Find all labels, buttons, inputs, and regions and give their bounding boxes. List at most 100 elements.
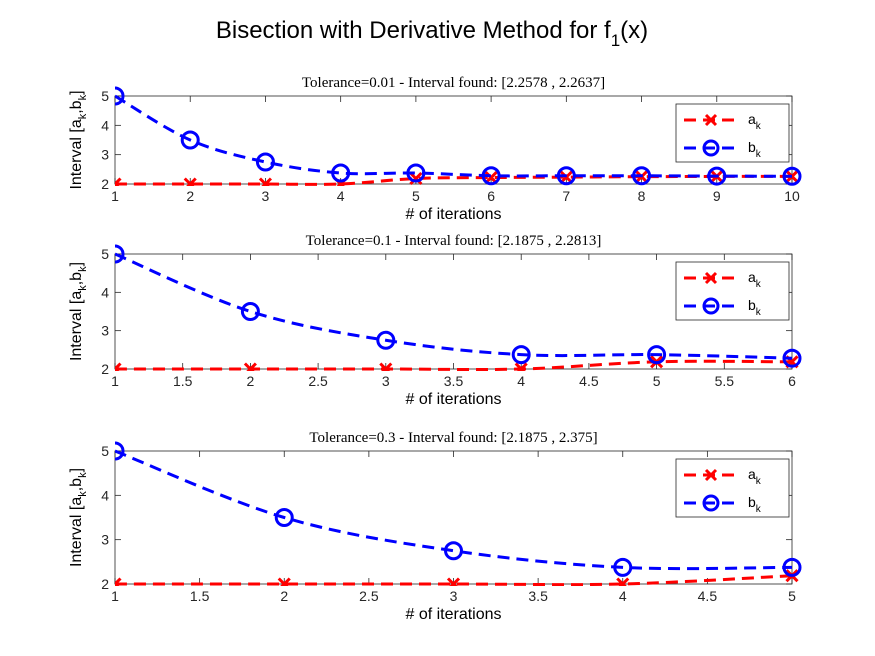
x-tick-label: 1.5 [190,588,210,604]
x-tick-label: 1 [111,373,119,389]
x-tick-label: 4 [517,373,525,389]
x-tick-label: 2 [247,373,255,389]
y-axis-label-part: ] [68,262,85,266]
data-point-circle [782,557,802,577]
data-point-circle [556,166,576,186]
data-point-circle [331,163,351,183]
legend-item: bk [684,297,762,318]
legend-marker-circle [702,297,720,315]
data-point-circle [255,152,275,172]
figure-title-sub: 1 [611,31,620,50]
y-axis-label-part: k [77,266,89,272]
figure-title-main: Bisection with Derivative Method for f [216,17,611,44]
chart-panel-3: Tolerance=0.3 - Interval found: [2.1875 … [68,430,802,623]
legend-label: bk [748,297,762,318]
data-point-x [446,577,461,586]
y-axis-label-part: Interval [a [68,497,85,567]
data-point-x [183,177,197,186]
series-line [115,359,793,371]
x-tick-label: 1 [111,188,119,204]
data-point-circle [115,244,125,264]
data-point-circle [613,557,633,577]
y-axis-label-part: ] [68,90,85,94]
legend-label-main: b [748,139,756,155]
y-axis-label-part: k [77,285,89,291]
legend-item: ak [684,111,762,132]
axes-title: Tolerance=0.1 - Interval found: [2.1875 … [306,233,602,249]
y-axis-label-part: ,b [68,272,85,285]
data-point-circle [240,302,260,321]
y-axis-label-part: k [77,94,89,100]
series-bk [115,244,802,368]
x-tick-label: 4.5 [698,588,718,604]
y-axis-label: Interval [ak,bk] [68,262,89,361]
x-tick-label: 2 [186,188,194,204]
y-axis-label-part: Interval [a [68,119,85,189]
chart-panels: Tolerance=0.01 - Interval found: [2.2578… [68,75,802,623]
legend-label-main: a [748,466,756,482]
x-tick-label: 3 [382,373,390,389]
legend-label-sub: k [756,121,762,132]
data-point-circle [180,130,200,150]
y-tick-label: 2 [101,176,109,192]
legend-marker-circle [702,494,720,512]
x-tick-label: 3.5 [444,373,464,389]
y-axis-label-part: Interval [a [68,291,85,361]
series-bk [115,441,802,577]
legend-label-main: a [748,111,756,127]
x-axis-label: # of iterations [405,206,501,223]
y-tick-label: 2 [101,576,109,592]
legend-label-sub: k [756,476,762,487]
x-tick-label: 8 [638,188,646,204]
legend-label: ak [748,269,762,290]
data-point-circle [406,163,426,183]
data-point-x [115,577,122,586]
legend-label-main: b [748,297,756,313]
data-point-circle [632,166,652,186]
x-tick-label: 10 [784,188,800,204]
y-axis-label-part: k [77,113,89,119]
legend-label: ak [748,466,762,487]
data-point-x [243,362,257,371]
y-axis-label-part: ,b [68,100,85,113]
x-tick-label: 3 [262,188,270,204]
legend-label-main: b [748,494,756,510]
legend-label: bk [748,494,762,515]
legend-label: bk [748,139,762,160]
legend: ak bk [675,458,790,518]
x-tick-label: 5 [412,188,420,204]
chart-panel-1: Tolerance=0.01 - Interval found: [2.2578… [68,75,802,223]
x-tick-label: 1 [111,588,119,604]
legend-item: bk [684,139,762,160]
x-tick-label: 7 [562,188,570,204]
data-point-circle [481,166,501,186]
y-axis-label-part: ,b [68,478,85,491]
y-tick-label: 3 [101,323,109,339]
chart-panel-2: Tolerance=0.1 - Interval found: [2.1875 … [68,233,802,408]
legend-label-sub: k [756,149,762,160]
x-tick-label: 2.5 [308,373,328,389]
y-tick-label: 5 [101,88,109,104]
x-tick-label: 4 [337,188,345,204]
x-tick-label: 3.5 [528,588,548,604]
y-axis-label-part: k [77,491,89,497]
y-axis-label: Interval [ak,bk] [68,468,89,567]
x-tick-label: 2 [280,588,288,604]
legend-label-sub: k [756,279,762,290]
legend-marker-x [704,113,718,127]
data-point-circle [782,348,802,368]
x-tick-label: 6 [487,188,495,204]
y-tick-label: 2 [101,361,109,377]
y-tick-label: 3 [101,532,109,548]
legend: ak bk [675,261,790,321]
data-point-circle [274,508,294,527]
y-tick-label: 3 [101,147,109,163]
x-axis-label: # of iterations [405,391,501,408]
y-tick-label: 4 [101,487,109,503]
series-ak [115,569,799,586]
data-point-x [379,362,393,371]
y-tick-label: 5 [101,443,109,459]
legend-item: bk [684,494,762,515]
figure-title-tail: (x) [620,17,648,44]
